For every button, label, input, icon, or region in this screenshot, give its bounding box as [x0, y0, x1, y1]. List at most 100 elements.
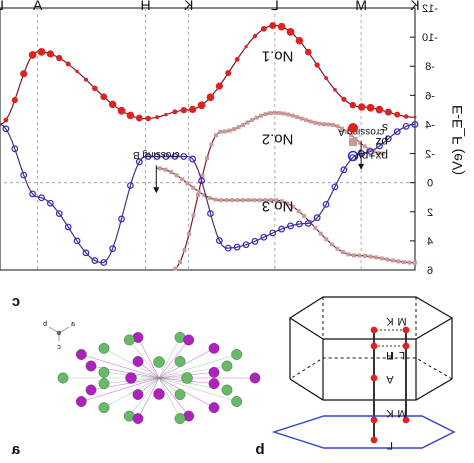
k-point-label: L — [271, 0, 279, 13]
band-marker-pz — [227, 128, 232, 133]
band-marker-s — [180, 107, 187, 114]
band-marker-pz — [376, 151, 381, 156]
band-marker-pz — [207, 195, 212, 200]
crystal-atom — [85, 384, 97, 396]
band-marker-pxpy — [295, 220, 303, 228]
bz-point-label: A — [386, 373, 394, 385]
band-marker-pxpy — [73, 237, 81, 245]
band-marker-pz — [324, 237, 329, 242]
bz-point-marker — [370, 416, 378, 424]
band-marker-pz — [268, 111, 273, 116]
band-marker-pxpy — [144, 153, 152, 160]
axis-label-a: a — [71, 321, 75, 328]
crystal-bond — [81, 377, 160, 402]
band-marker-pxpy — [215, 237, 223, 244]
band-marker-s — [56, 54, 63, 62]
band-marker-s — [100, 93, 108, 101]
band-marker-pz — [274, 198, 279, 203]
band-marker-pz — [379, 256, 384, 261]
legend-label: pz — [375, 135, 388, 149]
panel-letter-a: a — [11, 441, 20, 458]
band-marker-s — [126, 111, 135, 120]
crystal-atom — [98, 366, 110, 378]
band-marker-pxpy — [411, 121, 419, 128]
band-marker-pz — [299, 116, 304, 121]
crystal-atom — [85, 360, 97, 372]
k-point-label: K — [183, 0, 193, 13]
band-marker-pxpy — [100, 259, 108, 266]
bz-point-label: H — [386, 349, 394, 361]
band-marker-pxpy — [358, 150, 366, 157]
band-marker-pz — [331, 122, 336, 127]
band-marker-s — [215, 82, 223, 90]
band-marker-pxpy — [304, 219, 312, 227]
band-marker-pz — [307, 219, 312, 224]
bz-top-hexagon — [288, 296, 454, 340]
band-marker-pxpy — [91, 257, 99, 264]
band-marker-pxpy — [207, 210, 214, 217]
band-marker-pz — [296, 209, 301, 214]
bz-point-marker — [370, 326, 378, 334]
band-marker-s — [286, 27, 295, 36]
band-marker-pz — [390, 258, 395, 263]
crystal-bond — [158, 354, 237, 379]
band-marker-pz — [281, 111, 286, 116]
band-marker-pz — [318, 231, 323, 236]
crossing-arrowhead — [358, 163, 365, 170]
band-marker-s — [366, 103, 375, 112]
band-marker-pz — [213, 197, 218, 202]
band-marker-pz — [195, 193, 200, 198]
legend-marker — [347, 150, 359, 162]
band-label: No.2 — [262, 130, 294, 147]
band-marker-pz — [363, 253, 368, 258]
band-marker-pxpy — [367, 148, 374, 155]
band-structure-panel: K M L K H A L -12 -10 -8 -6 -4 -2 0 2 4 6 E-E_F (eV) No… — [0, 0, 465, 277]
crystal-atom — [174, 413, 186, 424]
crystal-atom — [231, 396, 243, 407]
band-line — [0, 123, 416, 264]
band-marker-s — [225, 69, 232, 77]
axis-label-b: b — [43, 321, 47, 328]
band-marker-pxpy — [162, 153, 170, 160]
band-marker-s — [108, 100, 117, 109]
crystal-bond — [129, 377, 160, 417]
band-marker-pz — [177, 259, 182, 264]
crystal-bond — [158, 377, 215, 408]
band-label: No.3 — [262, 197, 294, 214]
band-marker-s — [304, 48, 312, 56]
bz-point-label: Γ — [387, 439, 393, 451]
band-marker-pz — [380, 151, 385, 156]
bz-point-marker — [402, 326, 410, 334]
y-axis-label: E-E_F (eV) — [449, 105, 465, 175]
band-marker-pz — [246, 198, 251, 203]
bz-point-marker — [370, 436, 378, 444]
bz-point-label: K — [386, 315, 394, 327]
band-marker-s — [269, 22, 277, 30]
band-marker-pz — [191, 213, 196, 218]
band-marker-s — [384, 108, 392, 116]
band-marker-pz — [209, 142, 214, 147]
band-marker-pxpy — [340, 166, 348, 174]
crystal-atom — [221, 360, 233, 372]
band-marker-pz — [254, 115, 259, 120]
band-marker-pz — [368, 254, 373, 259]
band-marker-s — [413, 115, 417, 119]
band-marker-pz — [313, 225, 318, 230]
band-marker-s — [117, 106, 126, 115]
band-marker-s — [314, 62, 320, 68]
band-marker-pz — [358, 140, 363, 145]
band-marker-pz — [241, 122, 246, 127]
band-marker-pz — [218, 198, 223, 203]
crystal-bond — [81, 354, 160, 379]
band-marker-pz — [241, 198, 246, 203]
band-marker-pz — [349, 133, 354, 138]
crystal-atom — [231, 349, 243, 360]
crystal-bond — [137, 377, 160, 419]
band-marker-pz — [263, 112, 268, 117]
crystal-bond — [158, 377, 237, 402]
k-point-label: M — [355, 0, 367, 13]
band-marker-s — [394, 111, 401, 118]
band-marker-pz — [322, 122, 327, 127]
